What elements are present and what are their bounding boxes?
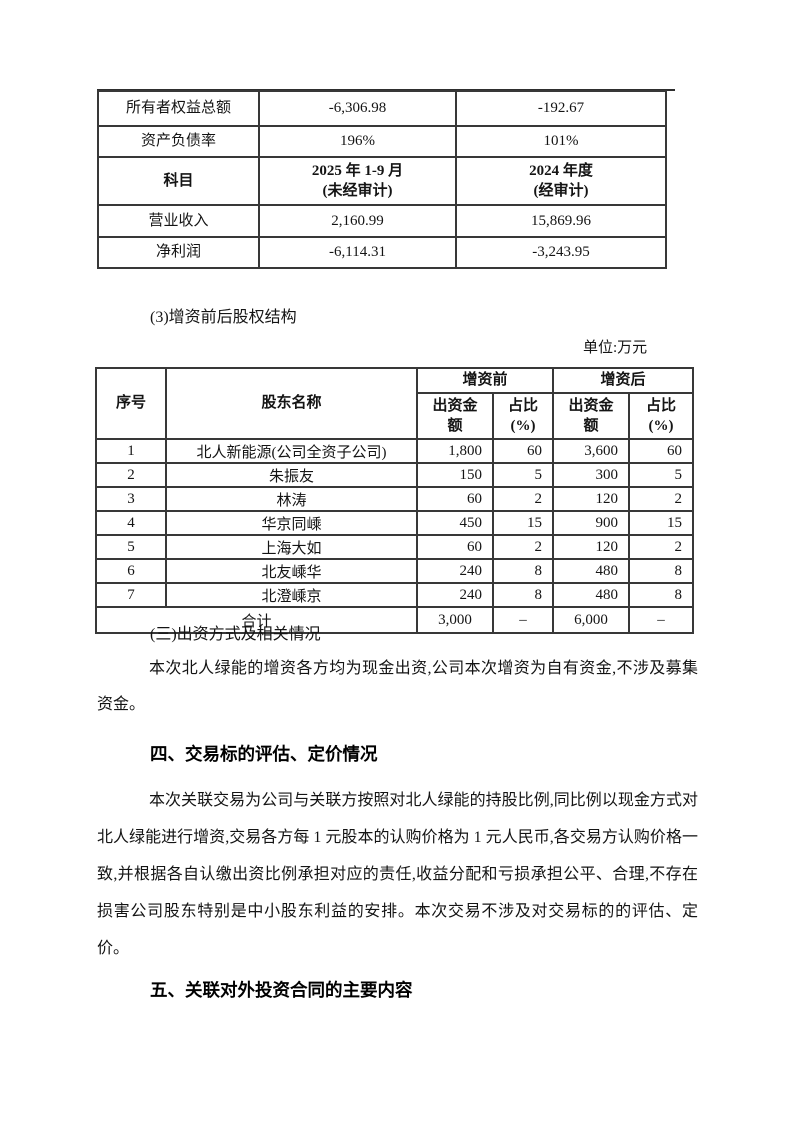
unit-label: 单位:万元: [583, 340, 648, 356]
shareholder-name: 林涛: [165, 486, 418, 512]
total-post-amount: 6,000: [552, 606, 631, 634]
row-index: 6: [95, 558, 167, 584]
row-label: 净利润: [97, 236, 260, 269]
financial-row: 营业收入 2,160.99 15,869.96: [97, 204, 667, 238]
financial-row: 资产负债率 196% 101%: [97, 125, 667, 158]
period2-value: -192.67: [455, 90, 667, 127]
row-label: 营业收入: [97, 204, 260, 238]
section4-heading: 四、交易标的评估、定价情况: [150, 744, 378, 764]
shareholder-name: 北澄嵊京: [165, 582, 418, 608]
total-pre-ratio: –: [491, 606, 555, 634]
equity-structure-table: 序号 股东名称 增资前 增资后 出资金 额 占比 (%) 出资金 额 占比 (%…: [95, 367, 695, 634]
pre-ratio: 2: [491, 486, 555, 512]
post-amount: 480: [552, 582, 631, 608]
period1-value: 2025 年 1-9 月 (未经审计): [258, 156, 457, 206]
shareholder-name: 上海大如: [165, 534, 418, 560]
shareholder-name: 华京同嵊: [165, 510, 418, 536]
row-label: 所有者权益总额: [97, 90, 260, 127]
pre-amount: 60: [416, 486, 494, 512]
pre-amount: 1,800: [416, 438, 494, 464]
row-label: 科目: [97, 156, 260, 206]
col-header-post-ratio: 占比 (%): [628, 392, 695, 440]
post-ratio: 5: [628, 462, 695, 488]
row-index: 7: [95, 582, 167, 608]
col-header-shareholder: 股东名称: [165, 367, 418, 440]
shareholder-row: 6 北友嵊华 240 8 480 8: [95, 558, 695, 584]
section5-heading: 五、关联对外投资合同的主要内容: [150, 980, 413, 1000]
period1-value: -6,306.98: [258, 90, 457, 127]
col-header-pre-ratio: 占比 (%): [491, 392, 555, 440]
period1-value: 196%: [258, 125, 457, 158]
post-ratio: 8: [628, 582, 695, 608]
pre-ratio: 60: [491, 438, 555, 464]
contribution-method-heading: (三)出资方式及相关情况: [150, 626, 321, 643]
financial-summary-table: 所有者权益总额 -6,306.98 -192.67 资产负债率 196% 101% 科目 20…: [97, 90, 667, 269]
row-index: 2: [95, 462, 167, 488]
pre-amount: 150: [416, 462, 494, 488]
row-index: 3: [95, 486, 167, 512]
col-header-post-amount: 出资金 额: [552, 392, 631, 440]
pre-amount: 60: [416, 534, 494, 560]
pre-ratio: 5: [491, 462, 555, 488]
shareholder-row: 3 林涛 60 2 120 2: [95, 486, 695, 512]
financial-row: 科目 2025 年 1-9 月 (未经审计) 2024 年度 (经审计): [97, 156, 667, 206]
total-post-ratio: –: [628, 606, 695, 634]
row-index: 5: [95, 534, 167, 560]
period1-value: -6,114.31: [258, 236, 457, 269]
pre-amount: 240: [416, 558, 494, 584]
post-amount: 120: [552, 486, 631, 512]
col-header-post-increase: 增资后: [552, 367, 695, 394]
equity-structure-table-body: 1 北人新能源(公司全资子公司) 1,800 60 3,600 60 2 朱振友 150 5 300…: [95, 438, 695, 608]
financial-row: 所有者权益总额 -6,306.98 -192.67: [97, 90, 667, 127]
period2-value: 101%: [455, 125, 667, 158]
post-ratio: 60: [628, 438, 695, 464]
post-ratio: 8: [628, 558, 695, 584]
post-amount: 480: [552, 558, 631, 584]
col-header-pre-increase: 增资前: [415, 367, 555, 394]
pricing-paragraph: 本次关联交易为公司与关联方按照对北人绿能的持股比例,同比例以现金方式对北人绿能进…: [97, 792, 698, 957]
post-amount: 3,600: [552, 438, 631, 464]
post-amount: 900: [552, 510, 631, 536]
post-amount: 120: [552, 534, 631, 560]
row-index: 1: [95, 438, 167, 464]
total-row: 合计 3,000 – 6,000 –: [95, 606, 695, 634]
post-ratio: 2: [628, 486, 695, 512]
shareholder-name: 北友嵊华: [165, 558, 418, 584]
col-header-pre-amount: 出资金 额: [416, 392, 494, 440]
pre-ratio: 8: [491, 582, 555, 608]
post-ratio: 2: [628, 534, 695, 560]
period2-value: -3,243.95: [455, 236, 667, 269]
funding-paragraph: 本次北人绿能的增资各方均为现金出资,公司本次增资为自有资金,不涉及募集资金。: [97, 660, 698, 713]
pre-ratio: 15: [491, 510, 555, 536]
total-label: 合计: [95, 606, 418, 634]
shareholder-name: 朱振友: [165, 462, 418, 488]
pre-ratio: 2: [491, 534, 555, 560]
shareholder-name: 北人新能源(公司全资子公司): [165, 438, 418, 464]
pre-ratio: 8: [491, 558, 555, 584]
col-header-index: 序号: [95, 367, 167, 440]
post-ratio: 15: [628, 510, 695, 536]
row-index: 4: [95, 510, 167, 536]
shareholder-row: 1 北人新能源(公司全资子公司) 1,800 60 3,600 60: [95, 438, 695, 464]
financial-summary-table-body: 所有者权益总额 -6,306.98 -192.67 资产负债率 196% 101% 科目 20…: [97, 90, 667, 269]
shareholder-row: 7 北澄嵊京 240 8 480 8: [95, 582, 695, 608]
period1-value: 2,160.99: [258, 204, 457, 238]
pre-amount: 450: [416, 510, 494, 536]
equity-structure-heading: (3)增资前后股权结构: [150, 309, 297, 326]
financial-row: 净利润 -6,114.31 -3,243.95: [97, 236, 667, 269]
row-label: 资产负债率: [97, 125, 260, 158]
table-page-break-border: [97, 89, 675, 91]
total-pre-amount: 3,000: [416, 606, 494, 634]
period2-value: 15,869.96: [455, 204, 667, 238]
shareholder-row: 2 朱振友 150 5 300 5: [95, 462, 695, 488]
period2-value: 2024 年度 (经审计): [455, 156, 667, 206]
shareholder-row: 5 上海大如 60 2 120 2: [95, 534, 695, 560]
shareholder-row: 4 华京同嵊 450 15 900 15: [95, 510, 695, 536]
post-amount: 300: [552, 462, 631, 488]
pre-amount: 240: [416, 582, 494, 608]
